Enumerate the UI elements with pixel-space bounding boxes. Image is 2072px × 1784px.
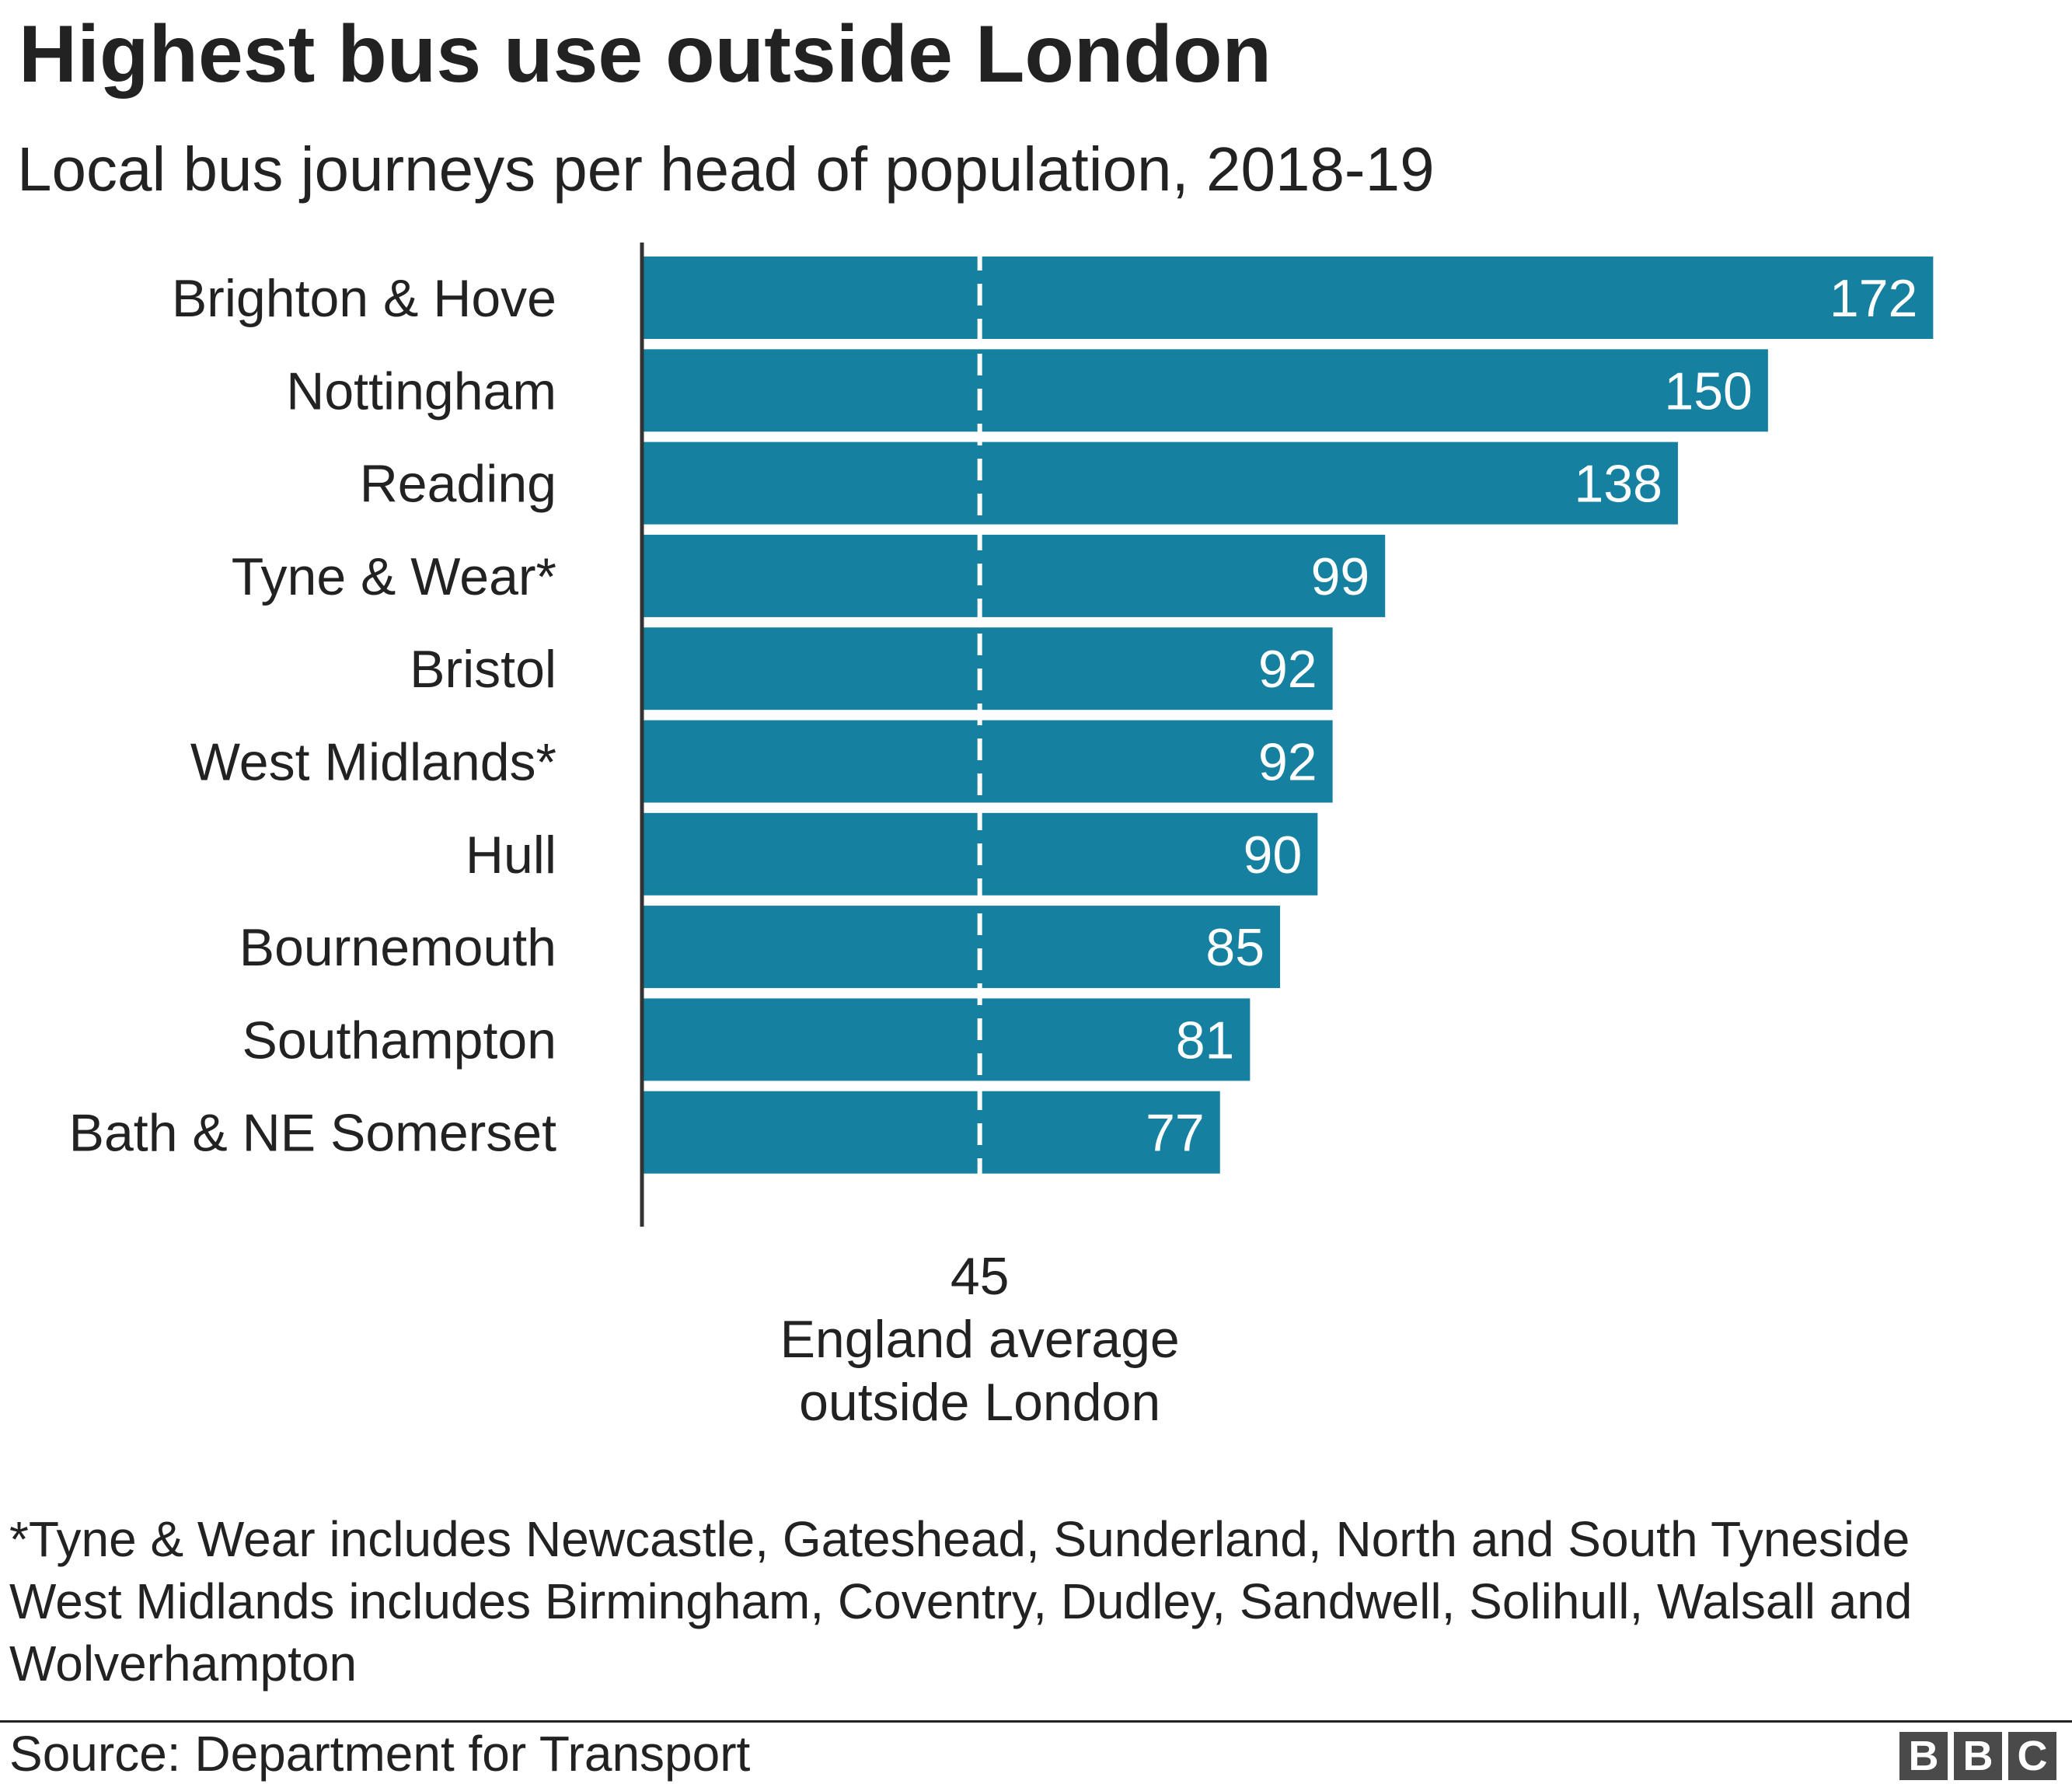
data-label: 92 [1258,733,1317,792]
data-label: 138 [1574,455,1662,514]
average-label-line-1: England average [780,1310,1180,1369]
bar [642,349,1768,432]
category-label: West Midlands* [190,733,556,792]
footnote-line-2: West Midlands includes Birmingham, Coven… [9,1573,1913,1691]
category-label: Bournemouth [239,918,556,977]
data-label: 99 [1311,547,1370,606]
bar [642,534,1386,617]
source-note: Source: Department for Transport [9,1726,751,1782]
data-label: 92 [1258,640,1317,699]
average-value-label: 45 [951,1247,1010,1306]
bar [642,257,1934,339]
data-label: 85 [1205,918,1264,977]
footer-divider [0,1720,2072,1723]
bbc-logo: B B C [1899,1732,2056,1780]
category-label: Bath & NE Somerset [69,1104,556,1163]
bbc-logo-letter-1: B [1899,1732,1948,1780]
bar [642,998,1251,1081]
chart-title: Highest bus use outside London [19,9,1271,99]
data-label: 90 [1244,826,1303,885]
category-label: Nottingham [286,361,556,421]
data-label: 150 [1664,361,1752,421]
category-label: Bristol [410,640,556,699]
data-label: 77 [1146,1104,1205,1163]
data-label: 172 [1830,269,1917,328]
bbc-logo-letter-3: C [2008,1732,2056,1780]
category-label: Brighton & Hove [172,269,556,328]
category-label: Southampton [242,1011,556,1070]
category-label: Reading [360,455,556,514]
bbc-logo-letter-2: B [1954,1732,2002,1780]
data-label: 81 [1176,1011,1235,1070]
category-label: Hull [466,826,556,885]
average-label-line-2: outside London [799,1373,1160,1432]
category-label: Tyne & Wear* [232,547,556,606]
footnote-line-1: *Tyne & Wear includes Newcastle, Gateshe… [9,1511,1910,1567]
bar [642,442,1678,525]
bar [642,720,1333,803]
footnote: *Tyne & Wear includes Newcastle, Gateshe… [9,1508,2046,1695]
bar-chart: Brighton & Hove 172 Nottingham 150 Reading 13… [69,243,1934,1432]
bar [642,627,1333,710]
bar [642,1091,1220,1174]
chart-subtitle: Local bus journeys per head of populatio… [17,134,1435,204]
bar [642,906,1281,989]
